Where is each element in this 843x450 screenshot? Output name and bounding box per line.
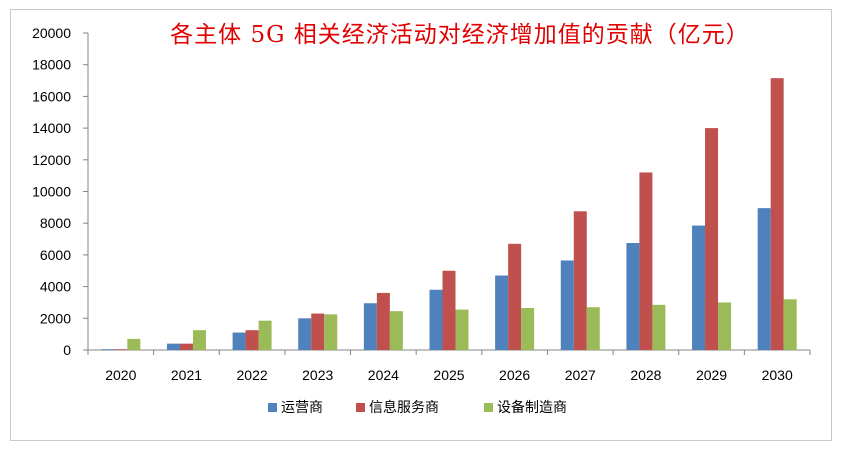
legend-swatch bbox=[268, 403, 277, 412]
bar-2-2022 bbox=[258, 320, 272, 350]
bar-2-2028 bbox=[652, 304, 666, 350]
y-tick-label: 10000 bbox=[32, 184, 71, 200]
bar-2-2026 bbox=[521, 307, 535, 350]
bar-2-2030 bbox=[783, 299, 797, 350]
bar-1-2022 bbox=[245, 330, 259, 350]
bar-1-2023 bbox=[311, 313, 325, 350]
bar-1-2029 bbox=[705, 128, 719, 350]
y-tick-label: 14000 bbox=[32, 120, 71, 136]
y-tick-label: 16000 bbox=[32, 88, 71, 104]
bar-1-2024 bbox=[376, 292, 390, 350]
y-tick-label: 18000 bbox=[32, 57, 71, 73]
bar-0-2023 bbox=[298, 318, 312, 350]
legend-label: 信息服务商 bbox=[369, 399, 439, 416]
bar-0-2027 bbox=[560, 260, 574, 350]
y-tick-label: 20000 bbox=[32, 25, 71, 41]
y-tick-label: 0 bbox=[63, 342, 71, 358]
y-tick-label: 12000 bbox=[32, 152, 71, 168]
bar-0-2028 bbox=[626, 243, 640, 350]
legend-label: 运营商 bbox=[281, 400, 323, 416]
x-tick-label: 2020 bbox=[105, 367, 136, 383]
x-tick-label: 2026 bbox=[499, 367, 530, 383]
bar-1-2027 bbox=[573, 211, 587, 350]
bar-2-2025 bbox=[455, 309, 469, 350]
bar-2-2021 bbox=[192, 330, 206, 350]
bar-2-2023 bbox=[324, 314, 338, 350]
bar-1-2028 bbox=[639, 172, 653, 350]
bar-1-2026 bbox=[508, 243, 522, 350]
bar-0-2030 bbox=[757, 208, 771, 350]
x-axis: 2020 2021 2022 2023 2024 2025 2026 2027 2028 2029… bbox=[87, 349, 811, 383]
bar-0-2022 bbox=[232, 332, 246, 350]
bar-2-2027 bbox=[586, 307, 600, 350]
chart-title: 各主体 5G 相关经济活动对经济增加值的贡献（亿元） bbox=[170, 22, 750, 48]
bar-0-2020 bbox=[101, 349, 115, 350]
bar-0-2024 bbox=[363, 303, 377, 350]
y-tick-label: 4000 bbox=[40, 279, 71, 295]
bar-2-2020 bbox=[127, 338, 141, 350]
legend: 运营商 信息服务商 设备制造商 bbox=[268, 399, 567, 416]
bar-1-2025 bbox=[442, 270, 456, 350]
legend-swatch bbox=[484, 403, 493, 412]
x-tick-label: 2028 bbox=[630, 367, 661, 383]
x-tick-label: 2030 bbox=[762, 367, 793, 383]
bar-0-2026 bbox=[495, 275, 509, 350]
x-tick-label: 2025 bbox=[433, 367, 464, 383]
x-tick-label: 2024 bbox=[368, 367, 399, 383]
bar-1-2030 bbox=[770, 78, 784, 351]
y-tick-label: 8000 bbox=[40, 215, 71, 231]
chart-frame bbox=[10, 9, 832, 441]
x-tick-label: 2029 bbox=[696, 367, 727, 383]
x-tick-label: 2021 bbox=[171, 367, 202, 383]
bar-0-2025 bbox=[429, 289, 443, 350]
x-tick-label: 2023 bbox=[302, 367, 333, 383]
bar-2-2024 bbox=[389, 311, 403, 350]
legend-label: 设备制造商 bbox=[497, 399, 567, 416]
y-tick-label: 2000 bbox=[40, 310, 71, 326]
y-axis: 0 2000 4000 6000 8000 10000 12000 14000 16000 180… bbox=[32, 25, 89, 358]
bar-1-2020 bbox=[114, 349, 128, 350]
bar-2-2029 bbox=[718, 302, 732, 350]
bar-0-2021 bbox=[166, 343, 180, 350]
bar-1-2021 bbox=[179, 343, 193, 350]
x-tick-label: 2027 bbox=[565, 367, 596, 383]
bars bbox=[101, 78, 797, 351]
bar-0-2029 bbox=[692, 225, 706, 350]
legend-swatch bbox=[356, 403, 365, 412]
x-tick-label: 2022 bbox=[237, 367, 268, 383]
y-tick-label: 6000 bbox=[40, 247, 71, 263]
